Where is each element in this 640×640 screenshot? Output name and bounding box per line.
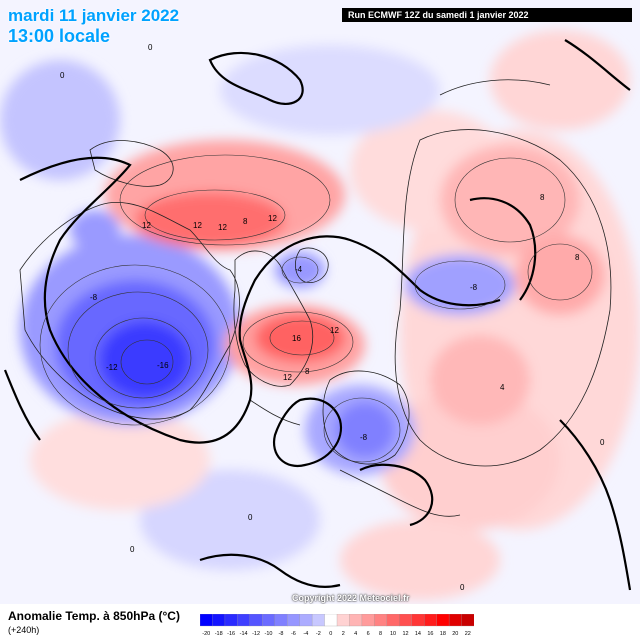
legend-label: -2	[316, 631, 321, 637]
copyright-text: Copyright 2022 Meteociel.fr	[292, 593, 410, 603]
map-label: 12	[193, 221, 202, 230]
map-label: 16	[292, 334, 301, 343]
legend-swatch	[237, 614, 251, 627]
legend-swatch	[361, 614, 375, 627]
map-label: 4	[500, 383, 505, 392]
legend-label: -18	[215, 631, 223, 637]
legend-swatch	[299, 614, 313, 627]
legend-label: 12	[402, 631, 408, 637]
map-label: 0	[600, 438, 605, 447]
forecast-step: (+240h)	[8, 625, 40, 635]
legend-label: 4	[354, 631, 357, 637]
legend-label: 10	[390, 631, 396, 637]
legend-label: -10	[265, 631, 273, 637]
zero-isolines	[3, 39, 632, 591]
legend-label: 6	[367, 631, 370, 637]
map-label: -16	[157, 361, 169, 370]
map-label: 8	[243, 217, 248, 226]
map-label: 8	[540, 193, 545, 202]
map-title: Anomalie Temp. à 850hPa (°C)	[8, 609, 180, 623]
map-label: -8	[90, 293, 98, 302]
legend-label: 0	[329, 631, 332, 637]
legend-swatch	[336, 614, 350, 627]
map-label: -12	[106, 363, 118, 372]
legend-swatch	[262, 614, 276, 627]
legend-label: 22	[465, 631, 471, 637]
run-info-banner: Run ECMWF 12Z du samedi 1 janvier 2022	[342, 8, 632, 22]
legend-swatch	[374, 614, 388, 627]
map-labels: 12 12 12 8 12 16 12 12 8 -12 -16 -8 -8 -…	[60, 43, 605, 592]
legend-swatch	[436, 614, 450, 627]
map-label: 0	[130, 545, 135, 554]
legend-label: 14	[415, 631, 421, 637]
legend-swatch	[461, 614, 474, 627]
legend-label: 16	[427, 631, 433, 637]
legend-label: -12	[252, 631, 260, 637]
map-label: 0	[460, 583, 465, 592]
legend-swatch	[212, 614, 226, 627]
legend-swatch	[424, 614, 438, 627]
legend-swatch	[200, 614, 213, 627]
map-label: 8	[305, 367, 310, 376]
legend-label: -8	[279, 631, 284, 637]
legend-swatch	[448, 614, 462, 627]
legend-label: 18	[440, 631, 446, 637]
map-label: 0	[148, 43, 153, 52]
legend-swatch	[324, 614, 338, 627]
anomaly-contours	[39, 154, 593, 463]
legend-label: 8	[379, 631, 382, 637]
map-label: 0	[60, 71, 65, 80]
legend-swatch	[274, 614, 288, 627]
legend-swatch	[287, 614, 301, 627]
forecast-local-time: 13:00 locale	[8, 26, 111, 46]
map-label: 8	[575, 253, 580, 262]
map-label: 12	[218, 223, 227, 232]
legend-label: 20	[452, 631, 458, 637]
legend-swatch	[399, 614, 413, 627]
color-legend: -20 -18 -16 -14 -12 -10 -8 -6 -4 -2 0 2 4 6 8 10 12 14 16 1…	[200, 614, 474, 637]
legend-swatch	[249, 614, 263, 627]
legend-label: -20	[202, 631, 210, 637]
legend-swatch	[411, 614, 425, 627]
map-label: 12	[283, 373, 292, 382]
map-label: -8	[470, 283, 478, 292]
legend-swatch	[311, 614, 325, 627]
map-label: -8	[360, 433, 368, 442]
map-label: 0	[248, 513, 253, 522]
legend-swatch	[349, 614, 363, 627]
legend-label: -6	[291, 631, 296, 637]
legend-label: -4	[303, 631, 308, 637]
forecast-date: mardi 11 janvier 2022	[8, 6, 180, 25]
legend-swatch	[386, 614, 400, 627]
legend-label: 2	[342, 631, 345, 637]
legend-label: -14	[240, 631, 248, 637]
map-label: 12	[268, 214, 277, 223]
map-label: 12	[330, 326, 339, 335]
legend-swatch	[224, 614, 238, 627]
coastlines	[19, 79, 612, 517]
map-label: -4	[295, 265, 303, 274]
map-label: 12	[142, 221, 151, 230]
legend-label: -16	[227, 631, 235, 637]
